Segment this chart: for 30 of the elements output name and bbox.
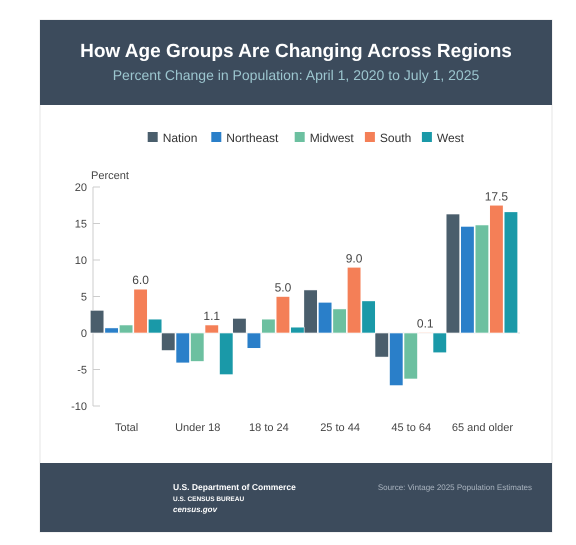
x-tick-label: 18 to 24 [249, 422, 289, 434]
chart-subtitle: Percent Change in Population: April 1, 2020 to July 1, 2025 [112, 67, 480, 83]
x-tick-label: 65 and older [452, 422, 514, 434]
text: U.S. Department of Commerce [173, 482, 296, 492]
data-label: 5.0 [274, 280, 292, 294]
data-label: 9.0 [346, 251, 363, 266]
legend-label: Northeast [226, 131, 279, 145]
x-tick-label: Total [114, 422, 138, 434]
x-tick-label: 25 to 44 [320, 422, 360, 434]
text: census.gov [173, 505, 218, 514]
y-tick-label: 5 [80, 292, 87, 304]
legend-label: West [436, 131, 465, 145]
y-tick-label: 0 [80, 328, 87, 340]
y-tick-label: 20 [74, 182, 87, 194]
y-tick-label: -10 [71, 401, 87, 413]
data-label: 6.0 [132, 273, 150, 288]
y-axis-title: Percent [91, 170, 129, 182]
chart-title: How Age Groups Are Changing Across Regions [80, 41, 512, 62]
data-label: 0.1 [416, 316, 434, 330]
source-note: Source: Vintage 2025 Population Estimates [378, 483, 532, 492]
data-label: 17.5 [484, 189, 508, 204]
legend-label: Nation [162, 131, 198, 145]
y-tick-label: 15 [74, 218, 87, 230]
x-tick-label: 45 to 64 [391, 422, 432, 434]
legend-label: South [380, 131, 412, 145]
legend-label: Midwest [310, 131, 354, 145]
x-tick-label: Under 18 [175, 422, 220, 434]
y-tick-label: -5 [77, 364, 87, 376]
data-label: 1.1 [203, 308, 220, 323]
y-tick-label: 10 [74, 255, 87, 267]
